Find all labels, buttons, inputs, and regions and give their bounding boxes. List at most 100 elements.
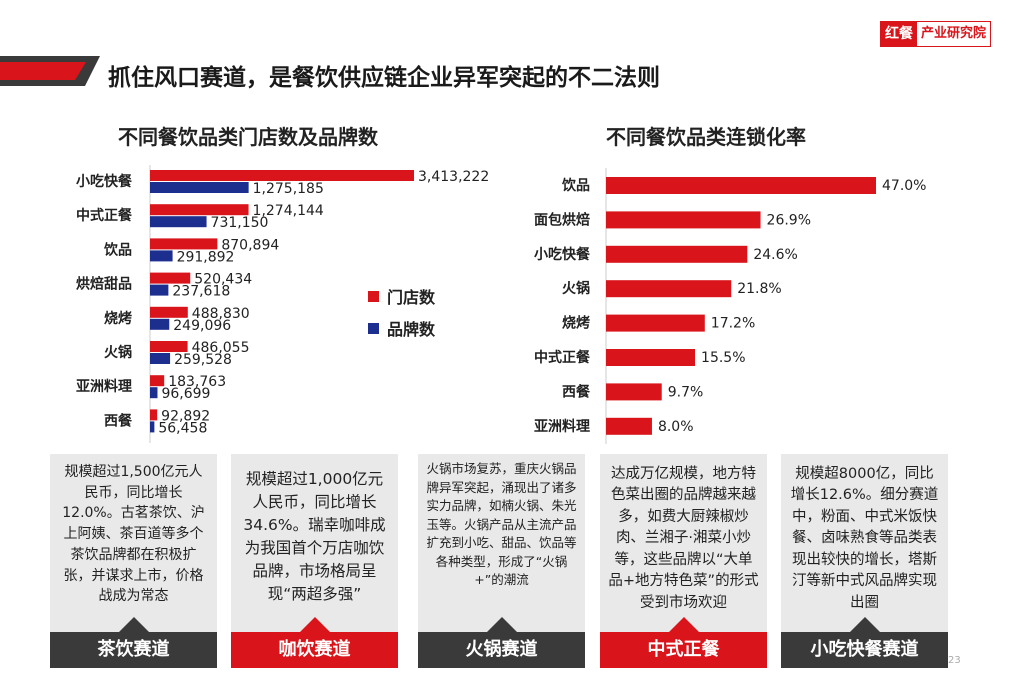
tab-hotpot: 火锅赛道 xyxy=(418,632,585,668)
right-chart-title: 不同餐饮品类连锁化率 xyxy=(606,125,806,149)
tab-snack: 小吃快餐赛道 xyxy=(781,632,948,668)
left-category-label: 饮品 xyxy=(103,241,132,258)
tab-notch-chinese xyxy=(669,617,699,632)
store-count-label: 486,055 xyxy=(192,340,250,356)
logo-org: 产业研究院 xyxy=(917,22,991,46)
store-count-label: 870,894 xyxy=(221,237,279,253)
tab-tea: 茶饮赛道 xyxy=(50,632,217,668)
card-coffee-text: 规模超过1,000亿元人民币，同比增长34.6%。瑞幸咖啡成为我国首个万店咖饮品… xyxy=(243,470,386,603)
left-category-label: 亚洲料理 xyxy=(76,378,132,395)
store-count-label: 1,274,144 xyxy=(253,203,324,219)
chain-rate-label: 26.9% xyxy=(767,212,811,228)
chain-rate-label: 15.5% xyxy=(701,350,745,366)
store-count-bar xyxy=(150,170,414,181)
left-category-label: 西餐 xyxy=(104,412,133,429)
brand-count-bar xyxy=(150,318,170,330)
chain-rate-label: 21.8% xyxy=(737,281,781,297)
brand-count-bar xyxy=(150,353,171,364)
card-coffee: 规模超过1,000亿元人民币，同比增长34.6%。瑞幸咖啡成为我国首个万店咖饮品… xyxy=(231,454,398,632)
left-category-label: 烘焙甜品 xyxy=(76,276,132,293)
legend-label-stores: 门店数 xyxy=(387,288,436,307)
store-count-bar xyxy=(150,375,165,387)
page-title: 抓住风口赛道，是餐饮供应链企业异军突起的不二法则 xyxy=(108,65,660,91)
brand-count-label: 1,275,185 xyxy=(253,181,324,197)
chain-rate-label: 8.0% xyxy=(658,419,694,435)
card-chinese: 达成万亿规模，地方特色菜出圈的品牌越来越多，如费大厨辣椒炒肉、兰湘子·湘菜小炒等… xyxy=(600,454,767,632)
right-category-label: 烧烤 xyxy=(562,315,590,332)
store-count-label: 520,434 xyxy=(194,272,252,288)
store-count-bar xyxy=(150,204,249,216)
card-snack: 规模超8000亿，同比增长12.6%。细分赛道中，粉面、中式米饭快餐、卤味熟食等… xyxy=(781,454,948,632)
brand-count-bar xyxy=(150,216,207,228)
brand-count-bar xyxy=(150,387,158,399)
chain-rate-bar xyxy=(606,280,732,298)
left-chart-title: 不同餐饮品类门店数及品牌数 xyxy=(118,125,378,149)
right-category-label: 小吃快餐 xyxy=(534,246,591,263)
chain-rate-bar xyxy=(606,314,705,332)
brand-count-label: 56,458 xyxy=(158,420,207,436)
right-category-label: 饮品 xyxy=(561,177,590,194)
store-count-label: 92,892 xyxy=(161,408,210,424)
legend-swatch-stores xyxy=(368,290,379,302)
store-count-bar xyxy=(150,272,191,284)
chain-rate-label: 47.0% xyxy=(882,178,926,194)
right-category-label: 面包烘焙 xyxy=(534,211,590,228)
card-hotpot-text: 火锅市场复苏，重庆火锅品牌异军突起，涌现出了诸多实力品牌，如楠火锅、朱光玉等。火… xyxy=(426,461,577,587)
left-category-label: 中式正餐 xyxy=(76,207,133,224)
brand-count-label: 291,892 xyxy=(177,249,235,265)
header-banner xyxy=(0,56,100,86)
chain-rate-label: 17.2% xyxy=(711,316,755,332)
chain-rate-bar xyxy=(606,177,876,194)
store-count-label: 488,830 xyxy=(192,306,250,322)
card-chinese-text: 达成万亿规模，地方特色菜出圈的品牌越来越多，如费大厨辣椒炒肉、兰湘子·湘菜小炒等… xyxy=(608,466,759,611)
store-count-bar xyxy=(150,341,188,352)
tab-coffee: 咖饮赛道 xyxy=(231,632,398,668)
chain-rate-label: 9.7% xyxy=(668,384,704,400)
card-snack-text: 规模超8000亿，同比增长12.6%。细分赛道中，粉面、中式米饭快餐、卤味熟食等… xyxy=(790,466,939,611)
brand-count-bar xyxy=(150,250,173,262)
card-tea-text: 规模超过1,500亿元人民币，同比增长12.0%。古茗茶饮、沪上阿姨、茶百道等多… xyxy=(62,464,205,605)
right-category-label: 火锅 xyxy=(562,281,590,297)
chain-rate-bar xyxy=(606,211,761,229)
tab-chinese: 中式正餐 xyxy=(600,632,767,668)
chain-rate-bar xyxy=(606,245,748,263)
legend-label-brands: 品牌数 xyxy=(387,320,436,339)
brand-count-label: 259,528 xyxy=(174,352,232,368)
right-category-label: 中式正餐 xyxy=(534,349,591,366)
legend-swatch-brands xyxy=(368,322,379,334)
brand-count-bar xyxy=(150,284,169,296)
logo-brand: 红餐 xyxy=(881,22,917,46)
left-category-label: 火锅 xyxy=(104,345,132,361)
right-category-label: 亚洲料理 xyxy=(534,418,590,435)
legend-item-brands: 品牌数 xyxy=(368,316,435,340)
store-count-bar xyxy=(150,409,158,421)
tab-notch-hotpot xyxy=(487,617,517,632)
store-count-bar xyxy=(150,238,218,250)
brand-count-label: 237,618 xyxy=(172,284,230,300)
brand-count-label: 96,699 xyxy=(161,386,210,402)
chain-rate-bar xyxy=(606,349,696,366)
tab-notch-coffee xyxy=(300,617,330,632)
left-category-label: 小吃快餐 xyxy=(76,173,133,190)
left-category-label: 烧烤 xyxy=(104,310,132,327)
brand-logo: 红餐 产业研究院 xyxy=(880,21,992,47)
chain-rate-bar xyxy=(606,383,662,401)
card-tea: 规模超过1,500亿元人民币，同比增长12.0%。古茗茶饮、沪上阿姨、茶百道等多… xyxy=(50,454,217,632)
store-count-bar xyxy=(150,306,188,318)
store-count-label: 183,763 xyxy=(168,374,226,390)
chain-rate-label: 24.6% xyxy=(753,247,797,263)
legend-item-stores: 门店数 xyxy=(368,284,435,308)
brand-count-label: 249,096 xyxy=(173,318,231,334)
card-hotpot: 火锅市场复苏，重庆火锅品牌异军突起，涌现出了诸多实力品牌，如楠火锅、朱光玉等。火… xyxy=(418,454,585,632)
brand-count-bar xyxy=(150,421,155,433)
tab-notch-snack xyxy=(850,617,880,632)
store-count-label: 3,413,222 xyxy=(418,169,489,185)
right-category-label: 西餐 xyxy=(562,383,591,400)
tab-notch-tea xyxy=(119,617,149,632)
brand-count-bar xyxy=(150,182,249,193)
brand-count-label: 731,150 xyxy=(211,215,269,231)
page-number: 23 xyxy=(948,655,961,666)
chain-rate-bar xyxy=(606,417,652,435)
